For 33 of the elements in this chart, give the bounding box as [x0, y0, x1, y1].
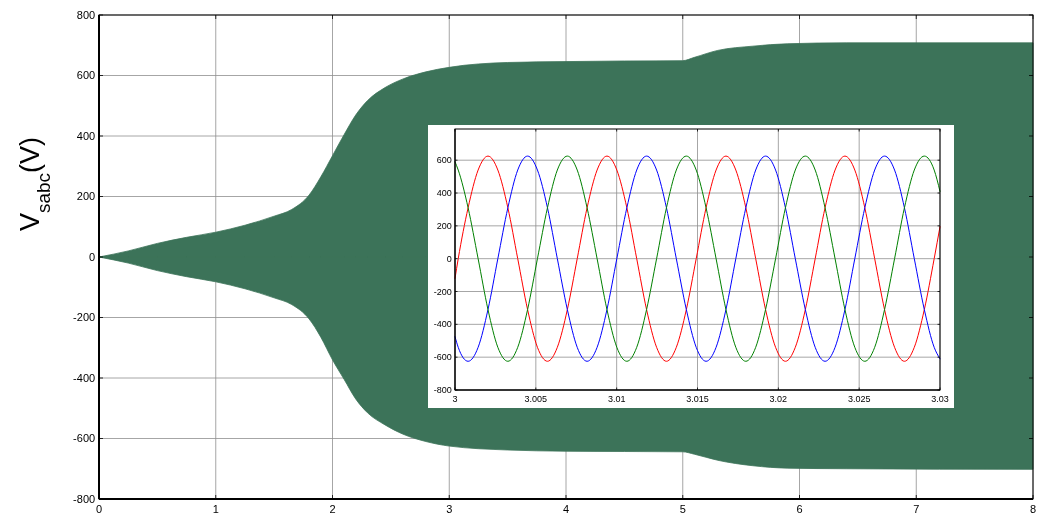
x-tick-label: 3 [452, 394, 458, 404]
x-tick-label: 3.01 [607, 394, 626, 404]
x-tick-label: 3.02 [769, 394, 788, 404]
y-tick-label: -400 [73, 371, 96, 384]
y-tick-label: 0 [446, 253, 452, 264]
x-tick-label: 4 [562, 503, 570, 515]
y-tick-label: 600 [436, 155, 452, 166]
x-tick-label: 6 [796, 503, 803, 515]
x-tick-label: 3.025 [847, 394, 871, 404]
y-tick-label: -200 [73, 311, 96, 324]
y-tick-label: -800 [433, 385, 452, 396]
y-tick-label: -200 [433, 286, 452, 297]
y-tick-label: -600 [73, 432, 96, 445]
x-tick-label: 3.005 [524, 394, 548, 404]
x-tick-label: 3.03 [931, 394, 949, 404]
y-tick-label: 400 [436, 188, 452, 199]
x-tick-label: 5 [679, 503, 686, 515]
y-tick-label: -600 [433, 352, 452, 363]
y-tick-label: 400 [76, 129, 96, 142]
x-tick-label: 3 [446, 503, 453, 515]
y-tick-label: 200 [76, 190, 96, 203]
y-tick-label: -800 [73, 492, 96, 505]
y-tick-label: -400 [433, 319, 452, 330]
y-tick-label: 600 [76, 69, 96, 82]
line-series [454, 155, 941, 362]
x-tick-label: 8 [1029, 503, 1037, 515]
x-tick-label: 2 [329, 503, 336, 515]
x-tick-label: 3.015 [686, 394, 709, 404]
y-tick-label: 200 [436, 221, 452, 231]
x-tick-label: 7 [913, 503, 920, 515]
y-tick-label: 0 [89, 250, 96, 263]
y-tick-label: 800 [76, 8, 96, 21]
x-tick-label: 1 [212, 503, 219, 515]
